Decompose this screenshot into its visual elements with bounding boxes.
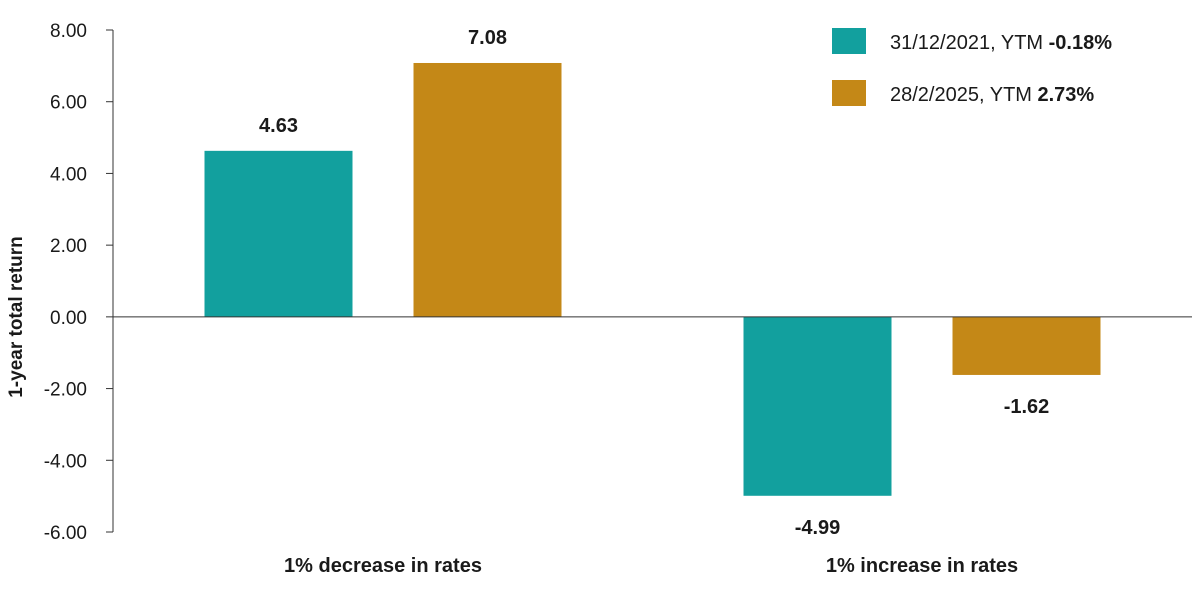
legend-label: 28/2/2025, YTM 2.73%: [890, 84, 1094, 106]
legend-swatch: [832, 28, 866, 54]
y-axis-title: 1-year total return: [6, 236, 27, 398]
y-tick-label: -2.00: [44, 380, 87, 401]
data-label: 7.08: [468, 27, 507, 49]
data-labels: 4.63 -4.99 7.08 -1.62: [259, 27, 1049, 539]
y-tick-label: 8.00: [50, 21, 87, 42]
y-tick-label: 6.00: [50, 93, 87, 114]
category-label: 1% decrease in rates: [284, 555, 482, 577]
bars: [204, 62, 1101, 496]
legend: 31/12/2021, YTM -0.18% 28/2/2025, YTM 2.7…: [832, 28, 1112, 106]
data-label: -1.62: [1004, 396, 1050, 418]
y-axis: 8.00 6.00 4.00 2.00 0.00 -2.00 -4.00 -6.00: [44, 21, 114, 544]
bar: [413, 62, 562, 317]
legend-label: 31/12/2021, YTM -0.18%: [890, 32, 1112, 54]
data-label: -4.99: [795, 517, 841, 539]
data-label: 4.63: [259, 115, 298, 137]
y-tick-label: 2.00: [50, 236, 87, 257]
legend-swatch: [832, 80, 866, 106]
y-tick-label: -4.00: [44, 451, 87, 472]
category-label: 1% increase in rates: [826, 555, 1018, 577]
y-tick-label: -6.00: [44, 523, 87, 544]
bar: [204, 150, 353, 317]
bar: [952, 316, 1101, 375]
bar: [743, 316, 892, 496]
y-tick-label: 4.00: [50, 164, 87, 185]
category-labels: 1% decrease in rates 1% increase in rates: [284, 555, 1018, 577]
y-tick-label: 0.00: [50, 308, 87, 329]
